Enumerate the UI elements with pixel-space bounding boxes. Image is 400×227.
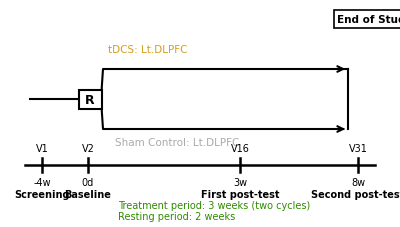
FancyBboxPatch shape (78, 90, 102, 109)
Text: 8w: 8w (351, 177, 365, 187)
Text: Screening: Screening (14, 189, 70, 199)
Text: 3w: 3w (233, 177, 247, 187)
Text: End of Study: End of Study (337, 15, 400, 25)
Text: V1: V1 (36, 143, 48, 153)
Text: R: R (85, 93, 95, 106)
Text: Baseline: Baseline (64, 189, 112, 199)
Text: Resting period: 2 weeks: Resting period: 2 weeks (118, 211, 235, 221)
Text: Second post-test: Second post-test (311, 189, 400, 199)
Text: V31: V31 (348, 143, 368, 153)
Text: Treatment period: 3 weeks (two cycles): Treatment period: 3 weeks (two cycles) (118, 200, 310, 210)
Text: Sham Control: Lt.DLPFC: Sham Control: Lt.DLPFC (115, 137, 239, 147)
Text: -4w: -4w (33, 177, 51, 187)
Text: tDCS: Lt.DLPFC: tDCS: Lt.DLPFC (108, 45, 188, 55)
Text: 0d: 0d (82, 177, 94, 187)
Text: V16: V16 (230, 143, 250, 153)
Text: V2: V2 (82, 143, 94, 153)
Text: First post-test: First post-test (201, 189, 279, 199)
